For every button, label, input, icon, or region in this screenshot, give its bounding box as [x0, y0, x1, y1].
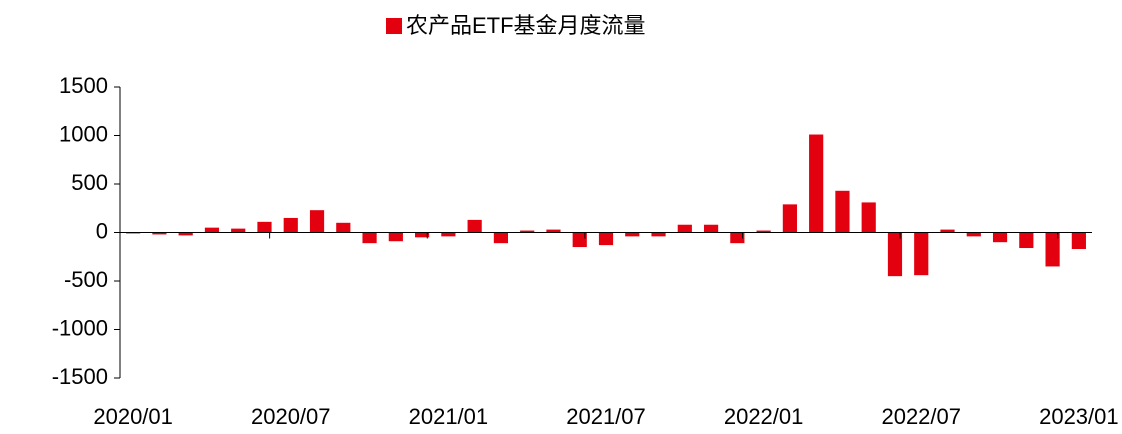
bar [309, 210, 325, 233]
bar [914, 232, 929, 276]
bar [809, 134, 824, 233]
bar [467, 219, 482, 233]
bar [782, 204, 797, 233]
x-tick-label: 2020/07 [251, 404, 331, 429]
bar [520, 230, 535, 233]
bar [598, 232, 614, 246]
y-tick-label: 500 [71, 170, 108, 195]
bar [992, 232, 1008, 243]
y-tick-label: 1500 [59, 73, 108, 98]
x-tick-label: 2020/01 [93, 404, 173, 429]
bar [966, 232, 981, 237]
y-tick-label: -1500 [52, 364, 108, 389]
bar [861, 202, 876, 233]
x-tick-label: 2022/01 [724, 404, 804, 429]
y-tick-label: 0 [96, 218, 108, 243]
bar [703, 224, 719, 233]
bar [756, 230, 771, 233]
bar [336, 222, 351, 233]
bar [283, 217, 298, 233]
bar [1045, 232, 1060, 267]
bar [204, 227, 220, 233]
bar [178, 232, 193, 236]
bar [835, 190, 850, 233]
bar [625, 232, 640, 237]
x-tick-label: 2023/01 [1039, 404, 1119, 429]
bar [940, 229, 955, 233]
bar [730, 232, 745, 244]
x-tick-label: 2021/01 [409, 404, 489, 429]
bar [677, 224, 692, 233]
bar [362, 232, 377, 244]
bar [1071, 232, 1086, 249]
bar [1019, 232, 1034, 249]
bar [651, 232, 666, 237]
bar [572, 232, 587, 248]
bar [231, 228, 246, 233]
y-tick-label: 1000 [59, 121, 108, 146]
bar [152, 232, 167, 235]
bar [493, 232, 509, 244]
bar [257, 221, 272, 233]
legend-label: 农产品ETF基金月度流量 [406, 13, 646, 38]
x-tick-label: 2021/07 [566, 404, 646, 429]
x-tick-label: 2022/07 [881, 404, 961, 429]
bar [415, 232, 430, 238]
legend-swatch [386, 18, 402, 34]
bar [887, 232, 903, 277]
bar [388, 232, 403, 242]
bar [546, 229, 561, 233]
bar [441, 232, 456, 237]
y-tick-label: -1000 [52, 315, 108, 340]
y-tick-label: -500 [64, 267, 108, 292]
